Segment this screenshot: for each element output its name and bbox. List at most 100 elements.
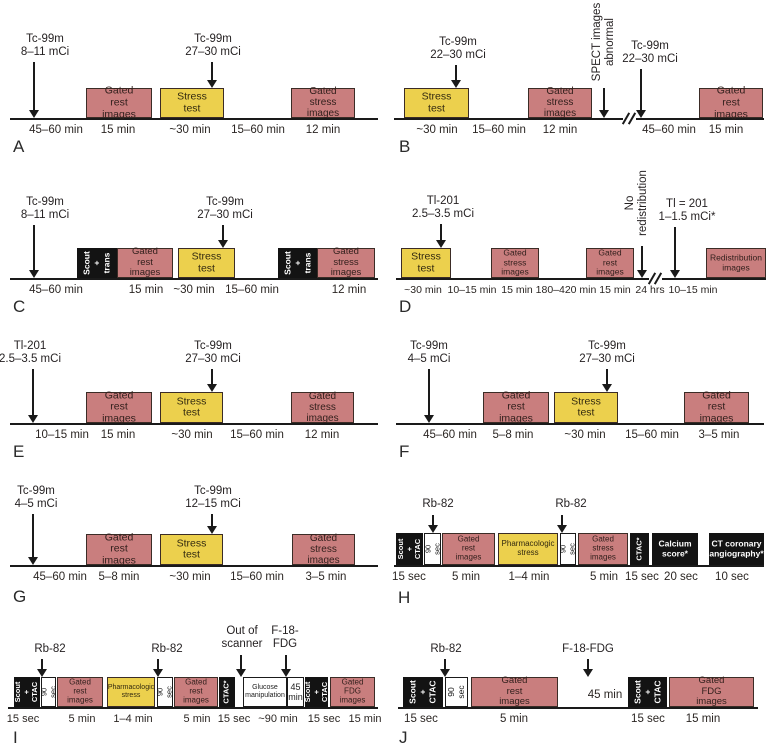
- box-scout-ctac: Scout + CTAC: [302, 677, 329, 707]
- arrow-down-icon: [153, 669, 163, 677]
- box-90-sec: 90 sec: [445, 677, 468, 707]
- duration-1-4-min: 1–4 min: [113, 713, 153, 725]
- box-gated-rest-images: Gated rest images: [586, 248, 634, 278]
- arrow-out-of-scanner-shaft: [240, 655, 242, 671]
- box-label: 90 sec: [558, 543, 576, 555]
- panel-c: Scout + trans Gated rest images Stress tes…: [0, 160, 386, 320]
- arrow-down-icon: [207, 80, 217, 88]
- duration-30-min: ~30 min: [171, 429, 213, 441]
- box-stress-test: Stress test: [160, 534, 223, 565]
- box-scout-ctac: Scout + CTAC: [403, 677, 443, 707]
- box-gated-rest-images: Gated rest images: [57, 677, 103, 707]
- box-gated-rest-images: Gated rest images: [483, 389, 549, 424]
- arrow-rb-82-shaft: [41, 659, 43, 671]
- timeline: [396, 278, 766, 280]
- timeline: [8, 707, 378, 709]
- box-stress-test: Stress test: [554, 392, 618, 423]
- timeline: [394, 118, 764, 120]
- box-label: Calcium score*: [658, 538, 692, 558]
- annotation-f-18-fdg: F-18-FDG: [562, 643, 614, 655]
- box-calcium-score: Calcium score*: [652, 533, 698, 565]
- panel-letter: D: [399, 297, 412, 316]
- box-label: Gated FDG images: [696, 675, 727, 708]
- box-ctac: CTAC*: [630, 533, 649, 565]
- timeline: [10, 423, 378, 425]
- timeline: [10, 118, 378, 120]
- box-label: Glucose manipulation: [245, 684, 285, 699]
- box-label: 90 sec: [445, 685, 466, 699]
- box-gated-fdg-images: Gated FDG images: [669, 675, 754, 708]
- box-label: Gated rest images: [596, 247, 624, 277]
- annotation-rb-82: Rb-82: [555, 498, 587, 510]
- duration-30-min: ~30 min: [416, 124, 458, 136]
- panel-letter: J: [399, 728, 408, 746]
- panel-d: Stress test Gated stress images Gated rest…: [386, 160, 772, 320]
- arrow-down-icon: [451, 80, 461, 88]
- timeline: [10, 565, 378, 567]
- duration-15-sec: 15 sec: [631, 713, 665, 725]
- arrow-down-icon: [29, 270, 39, 278]
- box-label: Scout + CTAC: [631, 680, 662, 704]
- box-scout-trans: Scout + trans: [278, 248, 317, 278]
- duration-1-4-min: 1–4 min: [508, 571, 550, 583]
- box-label: CTAC*: [221, 680, 231, 704]
- duration-15-min: 15 min: [685, 713, 721, 725]
- duration-10-15-min: 10–15 min: [668, 284, 718, 296]
- box-label: Gated rest images: [102, 84, 136, 120]
- box-label: Gated rest images: [499, 675, 530, 708]
- box-label: Stress test: [421, 90, 452, 114]
- box-scout-ctac: Scout + CTAC: [628, 677, 667, 707]
- box-gated-stress-images: Gated stress images: [578, 533, 628, 565]
- arrow-down-icon: [436, 240, 446, 248]
- timeline: [396, 423, 764, 425]
- annotation-rb-82: Rb-82: [34, 643, 66, 655]
- box-scout-ctac: Scout + CTAC: [396, 533, 423, 565]
- annotation-out-of-scanner: Out of scanner: [221, 625, 263, 651]
- duration-15-sec: 15 sec: [625, 571, 659, 583]
- annotation-tc-99m-4-5-mci: Tc-99m 4–5 mCi: [407, 340, 451, 366]
- duration-15-min: 15 min: [348, 713, 382, 725]
- arrow-down-icon: [670, 270, 680, 278]
- box-label: Gated stress images: [501, 247, 529, 277]
- duration-15-min: 15 min: [501, 284, 533, 296]
- box-label: 90 sec: [155, 686, 173, 698]
- duration-15-sec: 15 sec: [6, 713, 40, 725]
- panel-letter: A: [13, 137, 25, 156]
- box-label: Scout + CTAC: [407, 680, 437, 704]
- box-gated-rest-images: Gated rest images: [86, 389, 152, 424]
- duration-12-min: 12 min: [304, 429, 340, 441]
- arrow-rb-82-shaft: [432, 515, 434, 527]
- duration-30-min: ~30 min: [169, 124, 211, 136]
- box-label: Scout + CTAC: [302, 681, 329, 703]
- panel-f: Gated rest images Stress test Gated rest i…: [386, 320, 772, 465]
- box-label: Gated rest images: [714, 84, 748, 120]
- box-label: Gated rest images: [699, 388, 734, 425]
- panel-letter: B: [399, 137, 411, 156]
- box-label: Gated FDG images: [339, 677, 366, 705]
- panel-b: Stress test Gated stress images Gated rest…: [386, 0, 772, 160]
- box-stress-test: Stress test: [160, 392, 223, 423]
- box-gated-rest-images: Gated rest images: [174, 677, 218, 707]
- arrow-down-icon: [599, 110, 609, 118]
- duration-5-min: 5 min: [68, 713, 96, 725]
- duration-12-min: 12 min: [331, 284, 367, 296]
- annotation-tc-99m-8-11-mci: Tc-99m 8–11 mCi: [20, 196, 70, 222]
- duration-180-420-min: 180–420 min: [535, 284, 597, 296]
- inline-label-45-min: 45 min: [587, 689, 623, 701]
- duration-15-min: 15 min: [100, 429, 136, 441]
- box-scout-ctac: Scout + CTAC: [13, 677, 40, 707]
- box-label: Gated rest images: [102, 530, 136, 567]
- box-glucose-manipulation: Glucose manipulation: [243, 677, 287, 707]
- box-gated-stress-images: Gated stress images: [291, 391, 354, 424]
- duration-15-60-min: 15–60 min: [231, 124, 285, 136]
- box-label: Scout + CTAC: [13, 681, 40, 703]
- arrow-down-icon: [440, 669, 450, 677]
- arrow-down-icon: [37, 669, 47, 677]
- duration-15-60-min: 15–60 min: [225, 284, 279, 296]
- arrow-no-redistribution-shaft: [641, 246, 643, 272]
- arrow-rb-82-shaft: [444, 659, 446, 671]
- annotation-rb-82: Rb-82: [430, 643, 462, 655]
- box-label: Gated stress images: [590, 534, 616, 562]
- duration-15-60-min: 15–60 min: [230, 429, 284, 441]
- box-ct-coronary-angiography: CT coronary angiography*: [709, 533, 764, 565]
